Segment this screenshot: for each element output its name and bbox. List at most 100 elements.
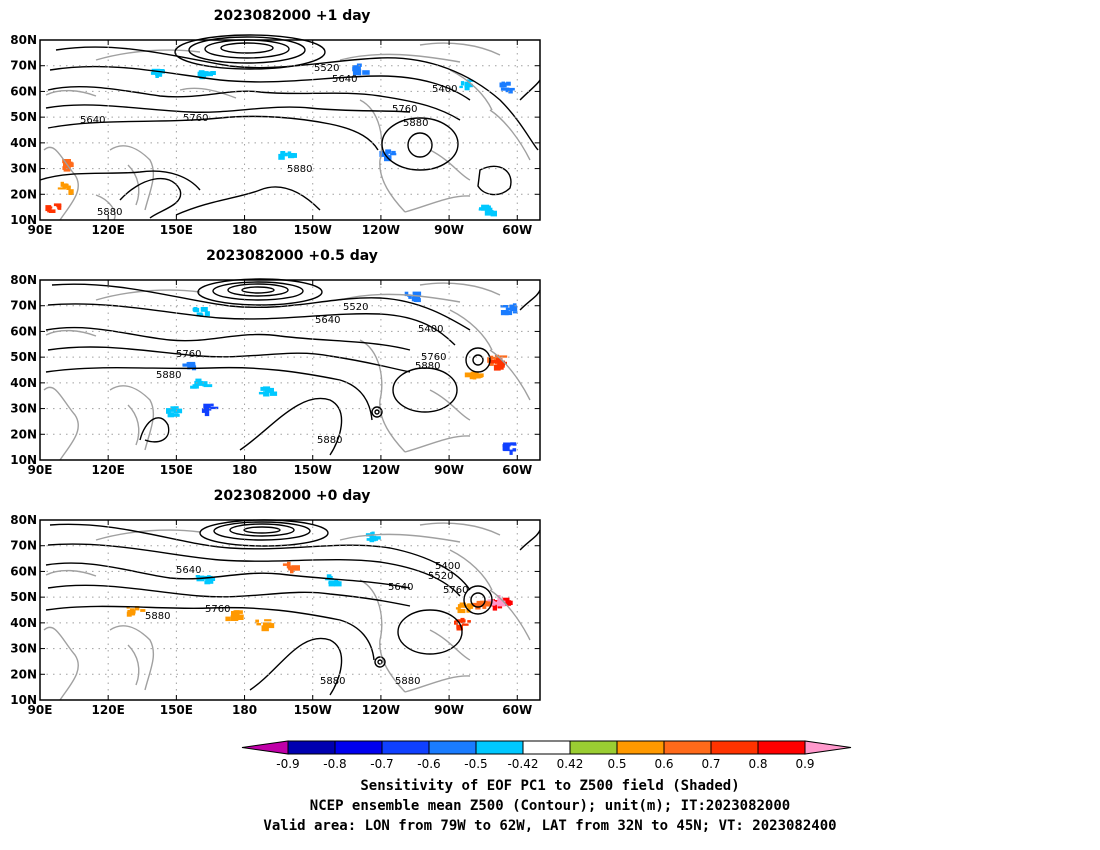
y-tick-label: 70N xyxy=(10,539,37,553)
x-tick-label: 150E xyxy=(160,463,193,477)
x-tick-label: 120E xyxy=(92,223,125,237)
sensitivity-cell xyxy=(196,312,203,317)
figure-caption: Sensitivity of EOF PC1 to Z500 field (Sh… xyxy=(263,778,836,834)
sensitivity-cell xyxy=(509,449,513,455)
x-tick-label: 60W xyxy=(502,463,532,477)
contour-label: 5400 xyxy=(418,324,443,335)
sensitivity-cell xyxy=(499,355,508,358)
y-tick-label: 30N xyxy=(10,642,37,656)
sensitivity-cell xyxy=(379,151,385,157)
sensitivity-cell xyxy=(490,360,497,364)
sensitivity-cell xyxy=(270,391,278,396)
sensitivity-cell xyxy=(129,608,135,613)
colorbar-tick-label: 0.6 xyxy=(654,757,673,771)
longitude-axis: 90E 120E 150E 180 150W 120W 90W 60W xyxy=(28,40,532,237)
y-tick-label: 10N xyxy=(10,213,37,227)
sensitivity-cell xyxy=(173,408,183,414)
sensitivity-cell xyxy=(256,623,261,626)
y-tick-label: 80N xyxy=(10,273,37,287)
sensitivity-cell xyxy=(203,403,211,410)
sensitivity-cell xyxy=(288,154,295,159)
sensitivity-cell xyxy=(48,209,56,213)
x-tick-label: 90E xyxy=(28,463,53,477)
colorbar: -0.9 -0.8 -0.7 -0.6 -0.5 -0.42 0.42 0.5 0.6 0.7 0.… xyxy=(241,740,852,771)
sensitivity-cell xyxy=(352,70,356,75)
sensitivity-cell xyxy=(385,149,392,153)
contour-label: 5640 xyxy=(80,115,105,126)
sensitivity-cell xyxy=(282,563,290,566)
sensitivity-cell xyxy=(210,71,216,75)
contour-label: 5400 xyxy=(435,561,460,572)
sensitivity-cell xyxy=(508,88,513,94)
x-tick-label: 60W xyxy=(502,223,532,237)
coastlines xyxy=(43,42,531,221)
sensitivity-cell xyxy=(487,205,491,209)
sensitivity-cell xyxy=(203,384,213,388)
x-tick-label: 180 xyxy=(232,703,257,717)
sensitivity-cell xyxy=(512,448,517,452)
colorbar-box xyxy=(710,740,759,755)
sensitivity-cell xyxy=(63,183,69,187)
y-tick-label: 20N xyxy=(10,667,37,681)
sensitivity-cell xyxy=(490,210,497,217)
colorbar-box xyxy=(616,740,665,755)
x-tick-label: 120E xyxy=(92,703,125,717)
colorbar-tick-label: -0.7 xyxy=(370,757,393,771)
sensitivity-cell xyxy=(280,152,285,158)
y-tick-label: 60N xyxy=(10,564,37,578)
sensitivity-cell xyxy=(500,310,509,316)
sensitivity-shading xyxy=(166,291,518,455)
contour-label: 5880 xyxy=(320,676,345,687)
y-tick-label: 70N xyxy=(10,59,37,73)
sensitivity-cell xyxy=(493,364,501,371)
sensitivity-cell xyxy=(411,296,421,302)
sensitivity-cell xyxy=(204,311,210,317)
y-tick-label: 60N xyxy=(10,84,37,98)
sensitivity-cell xyxy=(469,373,476,380)
caption-line-1: Sensitivity of EOF PC1 to Z500 field (Sh… xyxy=(360,778,739,794)
y-tick-label: 60N xyxy=(10,324,37,338)
caption-line-3: Valid area: LON from 79W to 62W, LAT fro… xyxy=(263,818,836,834)
contour-label: 5760 xyxy=(183,113,208,124)
sensitivity-cell xyxy=(464,84,470,91)
sensitivity-cell xyxy=(362,70,370,75)
colorbar-tick-label: -0.8 xyxy=(323,757,346,771)
x-tick-label: 90E xyxy=(28,703,53,717)
colorbar-box xyxy=(522,740,571,755)
sensitivity-cell xyxy=(462,623,469,626)
sensitivity-cell xyxy=(134,606,140,611)
colorbar-low-arrow xyxy=(241,740,289,755)
y-tick-label: 30N xyxy=(10,402,37,416)
contour-label: 5880 xyxy=(395,676,420,687)
sensitivity-cell xyxy=(391,150,396,154)
sensitivity-cell xyxy=(467,620,471,623)
sensitivity-cell xyxy=(56,203,62,208)
contour-label: 5640 xyxy=(388,582,413,593)
x-tick-label: 150E xyxy=(160,703,193,717)
sensitivity-cell xyxy=(456,625,463,631)
sensitivity-cell xyxy=(459,602,467,608)
y-tick-label: 40N xyxy=(10,616,37,630)
sensitivity-cell xyxy=(500,87,510,91)
colorbar-high-arrow xyxy=(804,740,852,755)
sensitivity-cell xyxy=(170,406,175,410)
sensitivity-cell xyxy=(352,66,360,72)
sensitivity-cell xyxy=(210,406,219,410)
x-tick-label: 150W xyxy=(294,703,332,717)
z500-contours xyxy=(45,519,541,696)
sensitivity-cell xyxy=(263,386,271,390)
sensitivity-cell xyxy=(172,414,180,417)
colorbar-box xyxy=(757,740,806,755)
sensitivity-cell xyxy=(385,155,391,158)
sensitivity-cell xyxy=(202,381,208,387)
y-tick-label: 10N xyxy=(10,453,37,467)
colorbar-box xyxy=(287,740,336,755)
map-frame xyxy=(39,39,541,221)
colorbar-tick-label: -0.5 xyxy=(464,757,487,771)
colorbar-box xyxy=(663,740,712,755)
colorbar-tick-label: 0.8 xyxy=(748,757,767,771)
sensitivity-cell xyxy=(57,187,66,190)
contour-label: 5880 xyxy=(156,370,181,381)
sensitivity-cell xyxy=(475,373,484,378)
sensitivity-cell xyxy=(510,305,518,312)
